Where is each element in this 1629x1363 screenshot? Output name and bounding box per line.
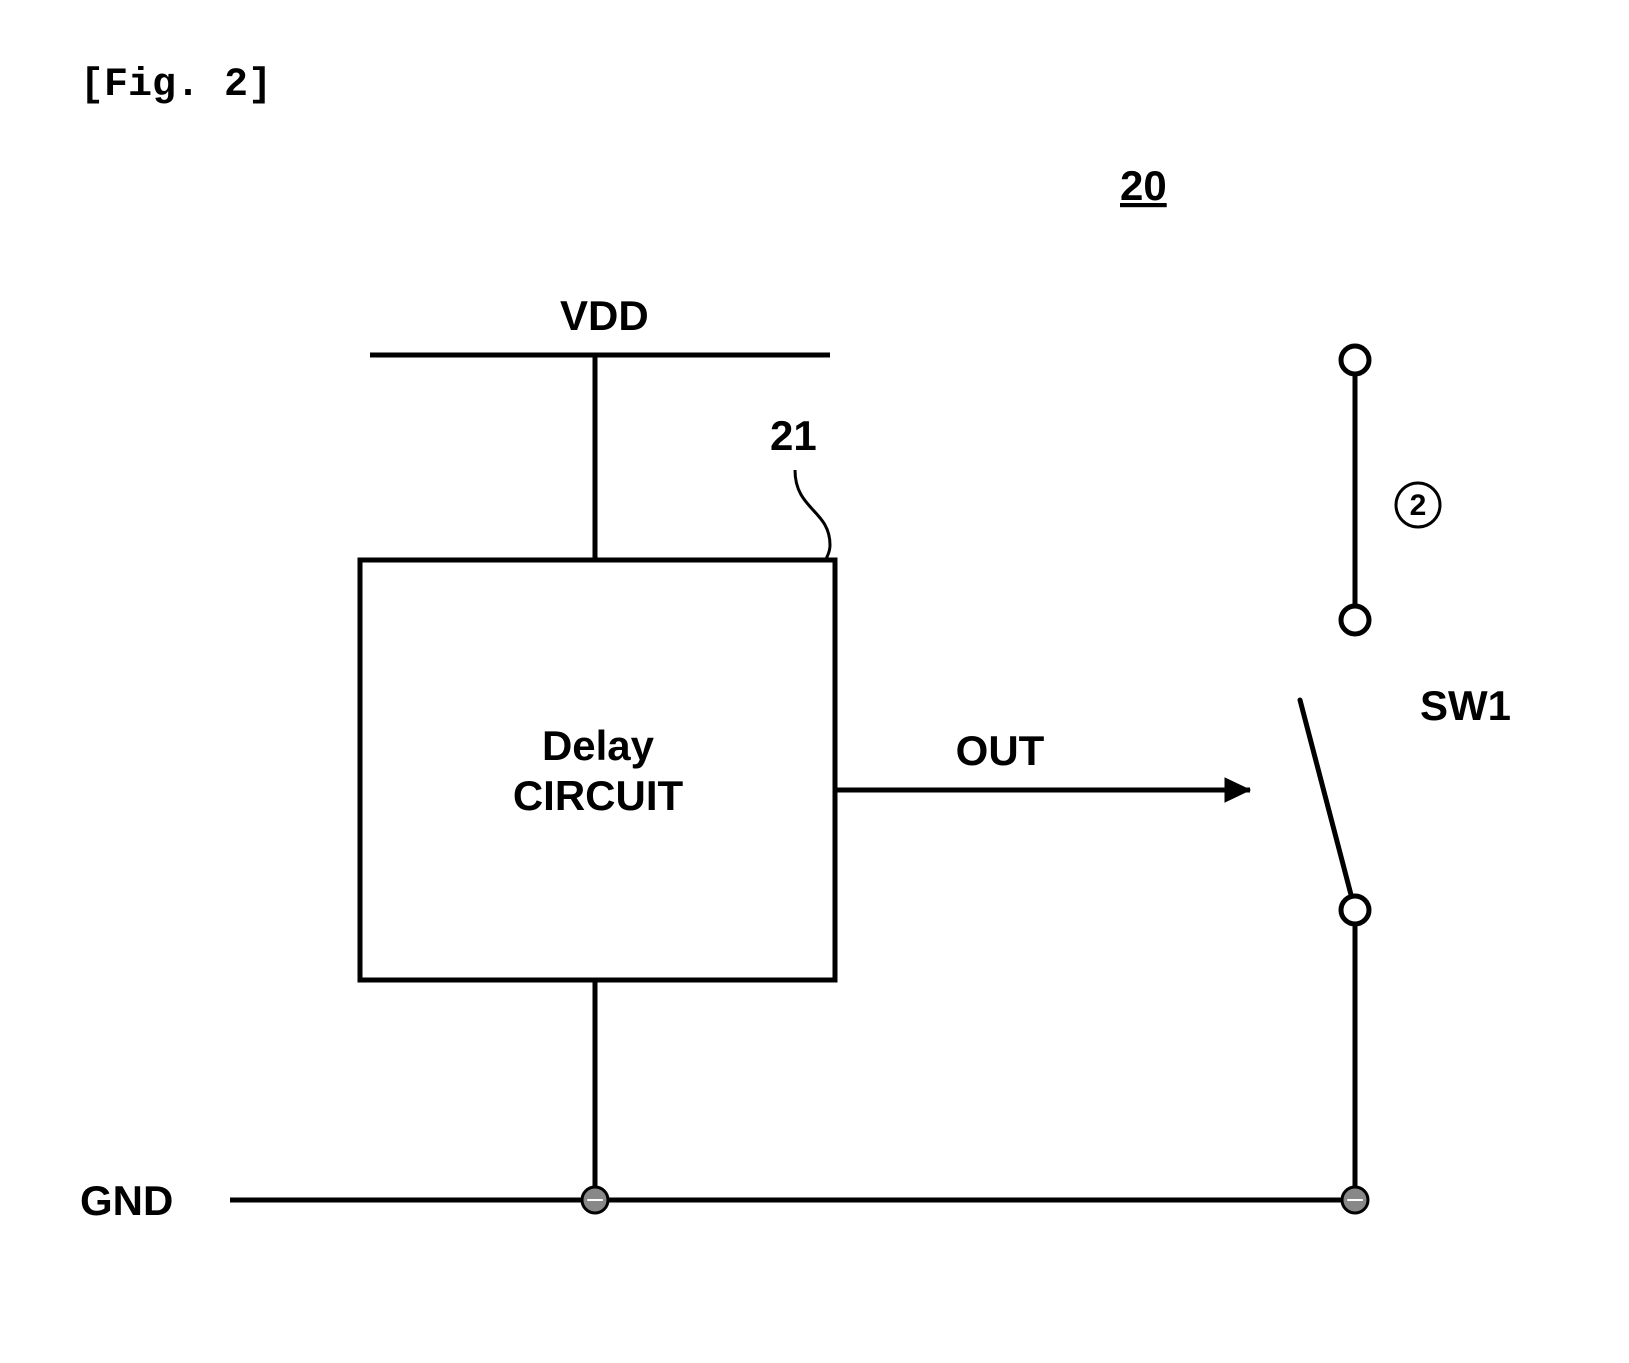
vdd-label: VDD [560,292,649,339]
delay-circuit-label-1: Delay [542,722,655,769]
ref-21: 21 [770,412,817,459]
out-label: OUT [956,727,1045,774]
figure-label: [Fig. 2] [80,63,272,108]
delay-circuit-label-2: CIRCUIT [513,772,684,819]
sw1-lower-contact [1341,896,1369,924]
node-2-label: 2 [1410,489,1427,522]
sw1-upper-contact [1341,606,1369,634]
sw1-top-terminal [1341,346,1369,374]
gnd-label: GND [80,1177,173,1224]
delay-circuit-block [360,560,835,980]
ref-20: 20 [1120,162,1167,209]
sw1-label: SW1 [1420,682,1511,729]
